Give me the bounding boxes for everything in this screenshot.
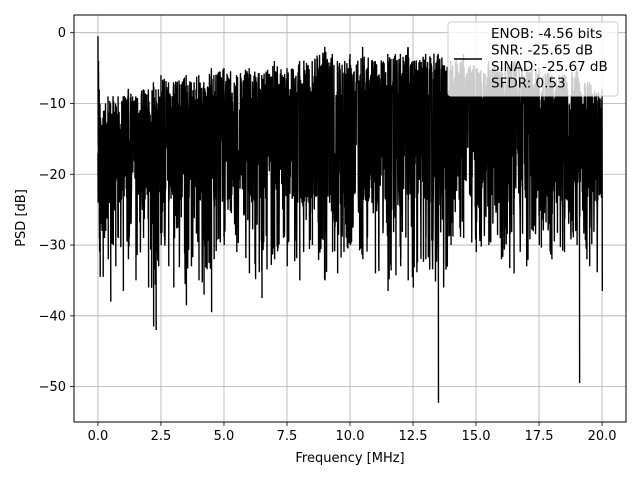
psd-line [97, 36, 604, 403]
x-tick-label: 10.0 [336, 429, 365, 444]
x-tick-label: 20.0 [588, 429, 617, 444]
legend-entry-line: SNR: -25.65 dB [491, 43, 593, 59]
x-tick-label: 7.5 [277, 429, 298, 444]
x-axis: 0.0 2.5 5.0 7.5 10.0 12.5 15.0 17.5 20.0 [88, 422, 617, 444]
y-tick-label: −50 [39, 380, 66, 395]
legend-entry-line: SFDR: 0.53 [491, 76, 566, 92]
x-tick-label: 15.0 [462, 429, 491, 444]
y-tick-label: −20 [39, 168, 66, 183]
y-axis-label: PSD [dB] [14, 189, 29, 247]
x-tick-label: 17.5 [525, 429, 554, 444]
y-tick-label: −30 [39, 239, 66, 254]
x-tick-label: 2.5 [151, 429, 172, 444]
x-axis-label: Frequency [MHz] [295, 451, 404, 466]
y-tick-label: −10 [39, 97, 66, 112]
legend-entry-line: ENOB: -4.56 bits [491, 26, 602, 42]
legend-entry-line: SINAD: -25.67 dB [491, 59, 608, 75]
psd-signal [97, 36, 604, 403]
y-tick-label: 0 [58, 26, 66, 41]
x-tick-label: 0.0 [88, 429, 109, 444]
legend-box [447, 21, 619, 97]
y-axis: 0 −10 −20 −30 −40 −50 [39, 26, 74, 395]
x-tick-label: 12.5 [399, 429, 428, 444]
x-tick-label: 5.0 [214, 429, 235, 444]
y-tick-label: −40 [39, 309, 66, 324]
